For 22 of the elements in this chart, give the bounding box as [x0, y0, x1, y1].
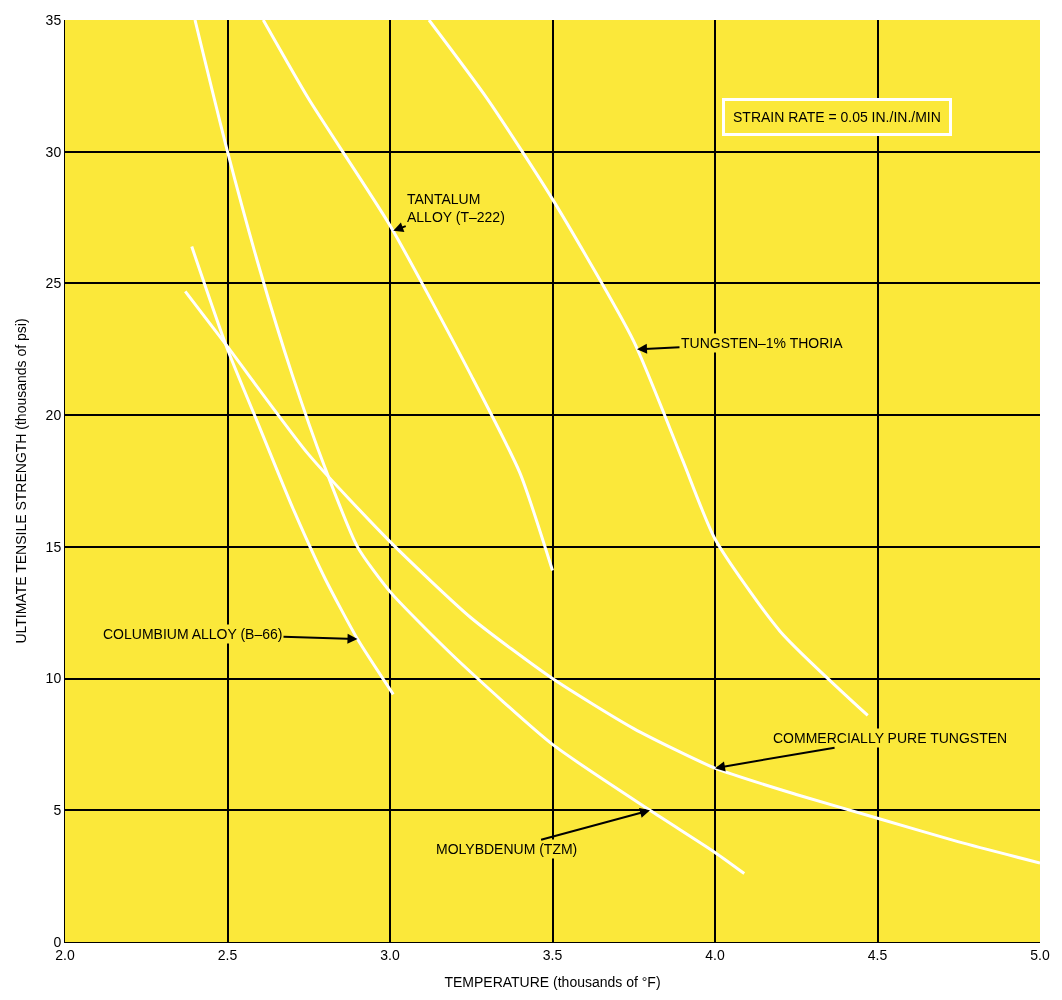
y-tick-label: 5 [53, 802, 62, 819]
annotation: TANTALUM ALLOY (T–222) [407, 191, 505, 226]
x-axis-title: TEMPERATURE (thousands of °F) [444, 974, 661, 991]
y-tick-label: 20 [45, 407, 62, 424]
y-tick-label: 35 [45, 11, 62, 28]
x-tick-label: 3.5 [542, 946, 563, 963]
annotation: TUNGSTEN–1% THORIA [681, 335, 844, 351]
line-series [261, 20, 554, 573]
x-tick-label: 2.5 [217, 946, 238, 963]
x-tick-label: 5.0 [1030, 946, 1050, 963]
y-axis-title: ULTIMATE TENSILE STRENGTH (thousands of psi) [13, 318, 30, 644]
annotation: STRAIN RATE = 0.05 IN./IN./MIN [733, 109, 941, 125]
x-tick-label: 4.0 [705, 946, 725, 963]
x-tick-label: 4.5 [867, 946, 888, 963]
y-tick-label: 10 [45, 670, 62, 687]
y-tick-label: 25 [45, 275, 62, 292]
y-tick-label: 30 [45, 143, 62, 160]
y-tick-label: 15 [45, 538, 62, 555]
x-tick-label: 3.0 [380, 946, 400, 963]
annotation: COMMERCIALLY PURE TUNGSTEN [773, 730, 1008, 746]
annotation: MOLYBDENUM (TZM) [436, 841, 578, 857]
annotation: COLUMBIUM ALLOY (B–66) [103, 626, 283, 642]
